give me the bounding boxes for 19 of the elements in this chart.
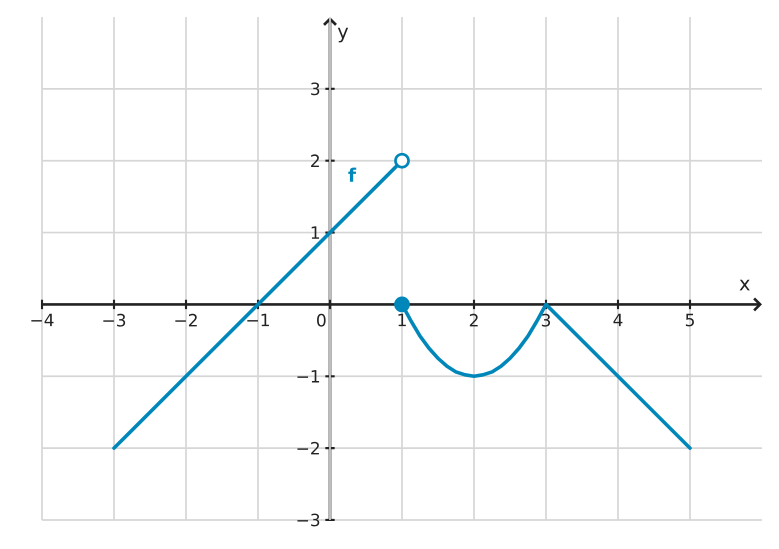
x-tick-label: 4 <box>613 314 622 326</box>
x-tick-label: 3 <box>542 314 550 327</box>
x-tick-label: 5 <box>686 314 694 326</box>
y-tick-label: −2 <box>297 442 319 454</box>
series-label: f <box>348 168 356 182</box>
y-tick-label: −1 <box>297 370 320 382</box>
x-tick-label: 0 <box>317 314 326 327</box>
x-tick-label: −1 <box>247 314 269 326</box>
x-tick-label: 2 <box>470 314 478 326</box>
y-tick-label: −3 <box>297 514 320 526</box>
y-tick-label: 2 <box>311 154 319 167</box>
y-tick-label: 3 <box>311 82 320 96</box>
x-tick-label: 1 <box>398 314 406 326</box>
y-tick-label: 1 <box>312 226 320 239</box>
y-axis-title: y <box>338 28 348 42</box>
x-tick-label: −2 <box>175 314 197 326</box>
x-axis-title: x <box>740 280 750 290</box>
x-tick-label: −3 <box>103 314 126 327</box>
x-tick-label: −4 <box>31 314 54 326</box>
